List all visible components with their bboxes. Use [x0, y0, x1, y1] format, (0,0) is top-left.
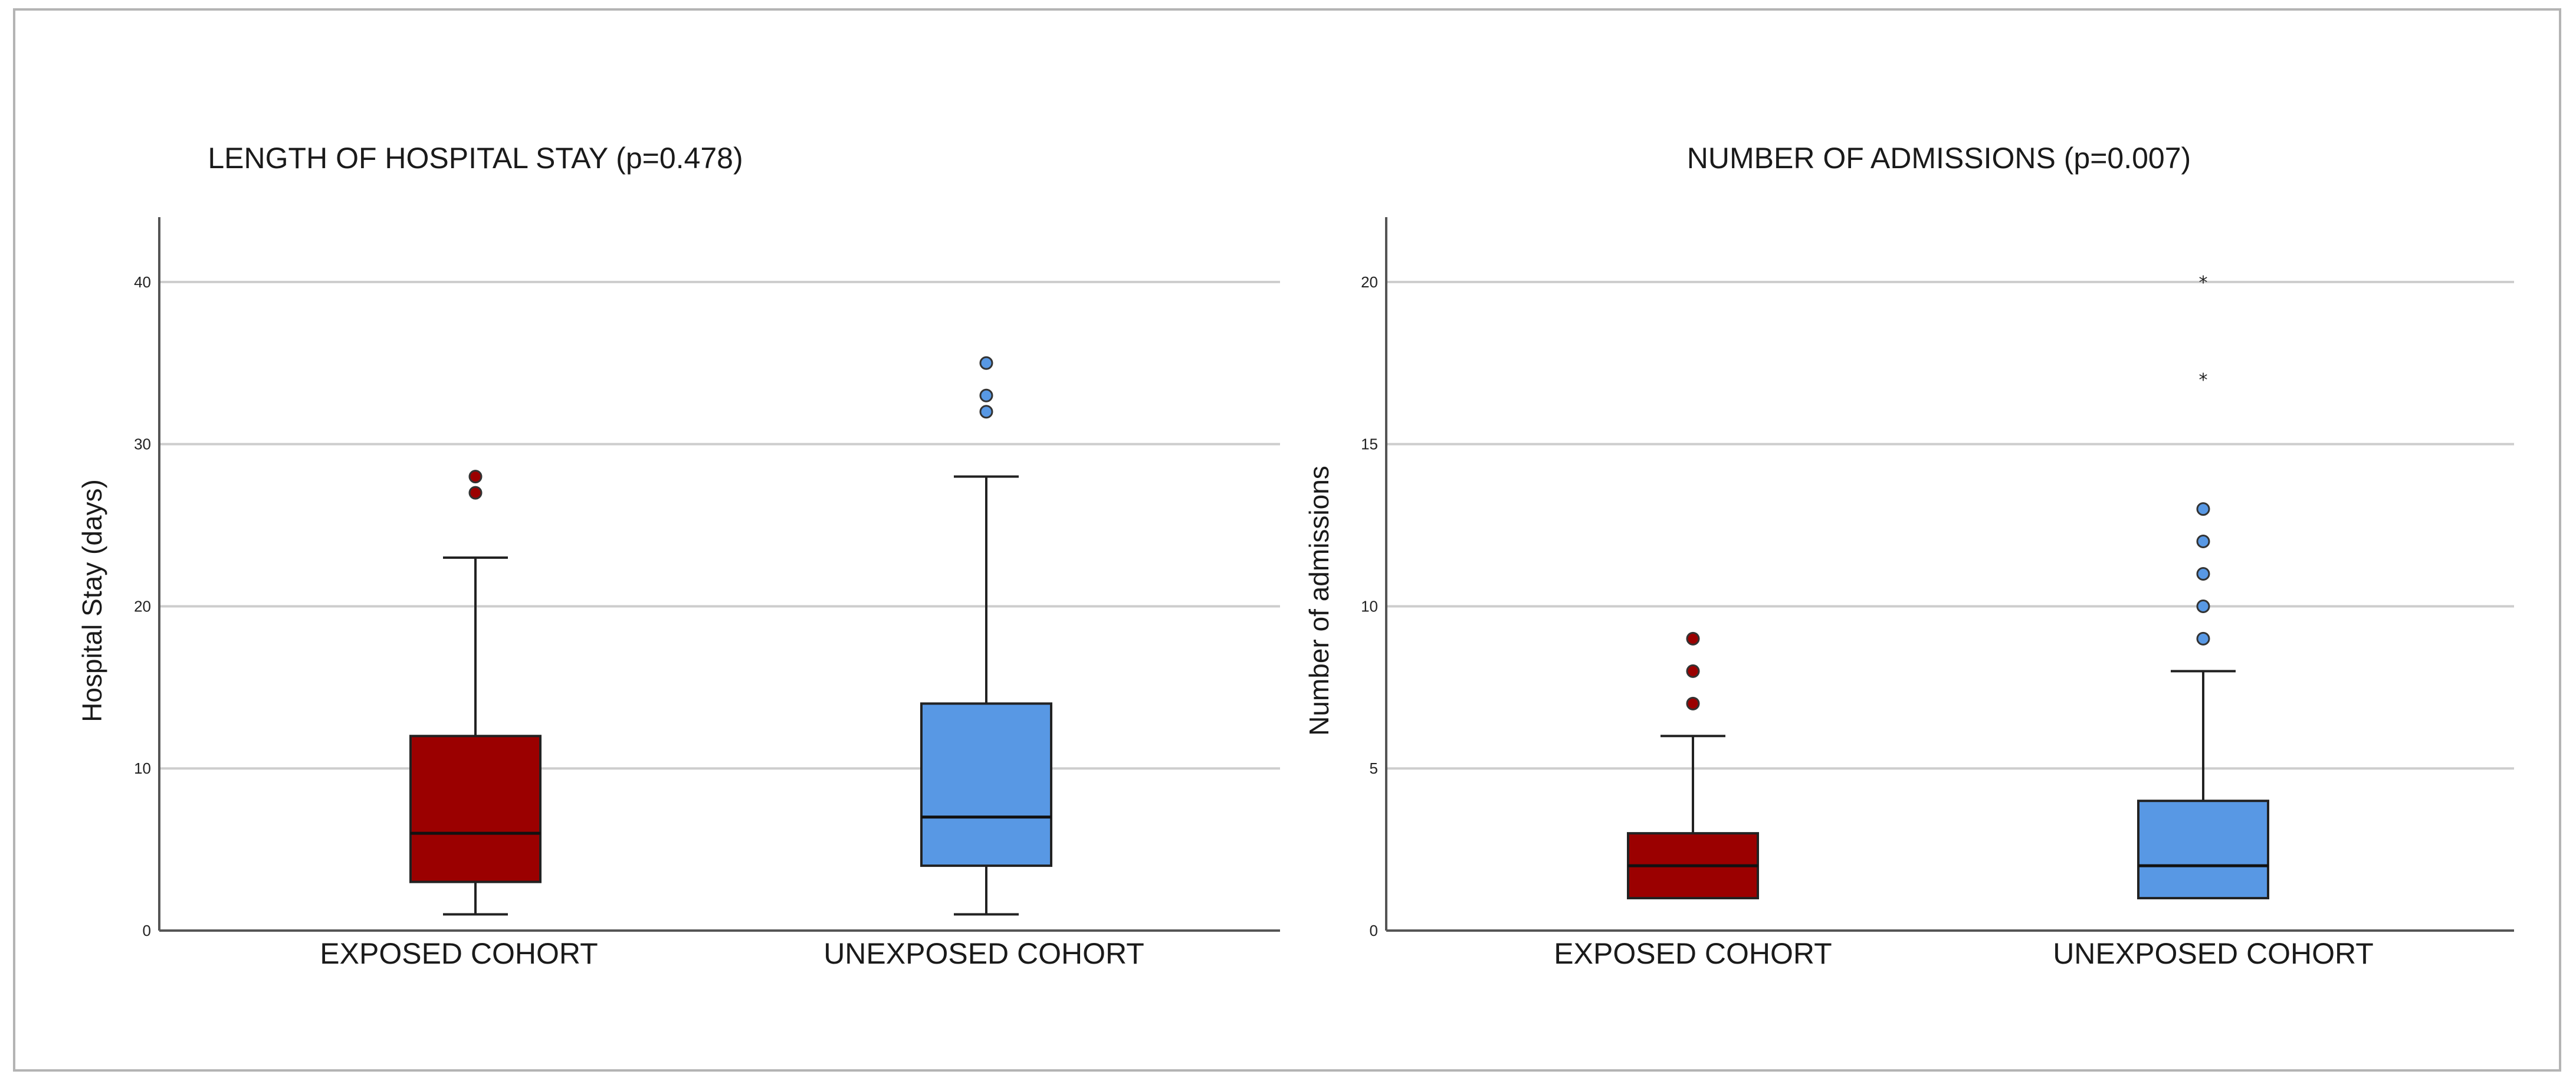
- outlier-point: [979, 356, 993, 370]
- chart-title: LENGTH OF HOSPITAL STAY (p=0.478): [208, 142, 743, 175]
- y-tick-label: 0: [1370, 922, 1378, 939]
- admissions-panel: NUMBER OF ADMISSIONS (p=0.007) Number of…: [1304, 142, 2514, 970]
- outlier-point: [2196, 599, 2210, 613]
- outlier-point: [979, 388, 993, 402]
- x-category-label-unexposed: UNEXPOSED COHORT: [823, 937, 1144, 970]
- y-tick-label: 10: [134, 759, 151, 777]
- iqr-box: [920, 702, 1052, 867]
- figure-frame: [13, 8, 2561, 1072]
- extreme-outlier-marker: *: [2199, 273, 2208, 293]
- hospital-stay-panel: LENGTH OF HOSPITAL STAY (p=0.478) Hospit…: [77, 142, 1280, 970]
- iqr-box: [409, 735, 542, 883]
- outlier-point: [2196, 535, 2210, 549]
- y-tick-label: 20: [134, 597, 151, 615]
- y-tick-label: 40: [134, 273, 151, 291]
- y-axis-label: Hospital Stay (days): [77, 479, 107, 722]
- outlier-point: [1686, 696, 1700, 710]
- outlier-point: [468, 470, 483, 484]
- x-category-label-exposed: EXPOSED COHORT: [1554, 937, 1832, 970]
- y-tick-label: 10: [1361, 597, 1378, 615]
- x-category-label-unexposed: UNEXPOSED COHORT: [2053, 937, 2374, 970]
- extreme-outlier-marker: *: [2199, 370, 2208, 391]
- y-tick-label: 20: [1361, 273, 1378, 291]
- y-tick-label: 0: [143, 922, 151, 939]
- outlier-point: [1686, 631, 1700, 646]
- y-axis-label: Number of admissions: [1304, 466, 1334, 736]
- y-tick-label: 15: [1361, 435, 1378, 453]
- outlier-point: [979, 405, 993, 419]
- chart-title: NUMBER OF ADMISSIONS (p=0.007): [1687, 142, 2191, 175]
- y-tick-label: 30: [134, 435, 151, 453]
- iqr-box: [2137, 800, 2269, 900]
- x-category-label-exposed: EXPOSED COHORT: [320, 937, 598, 970]
- y-tick-label: 5: [1370, 759, 1378, 777]
- outlier-point: [2196, 631, 2210, 646]
- outlier-point: [1686, 664, 1700, 678]
- outlier-point: [2196, 567, 2210, 581]
- outlier-point: [2196, 502, 2210, 516]
- outlier-point: [468, 486, 483, 500]
